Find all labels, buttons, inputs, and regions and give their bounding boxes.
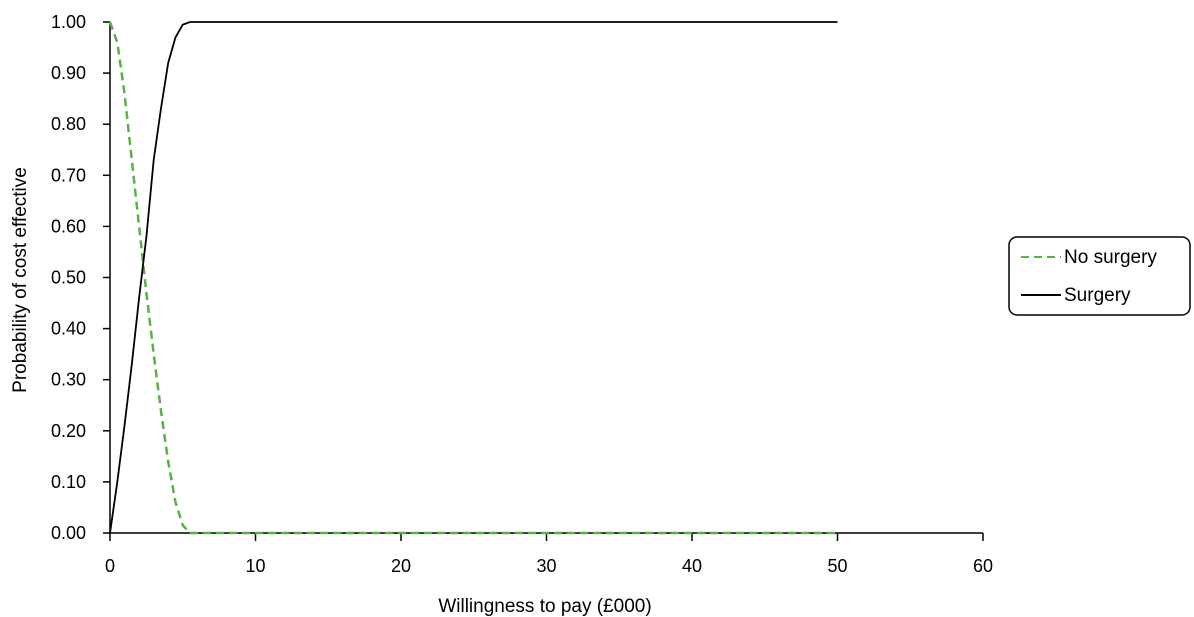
y-tick-label: 0.30 (51, 370, 86, 390)
x-tick-label: 10 (245, 556, 265, 576)
y-tick-label: 0.60 (51, 216, 86, 236)
x-axis-title: Willingness to pay (£000) (438, 596, 651, 617)
y-tick-label: 0.00 (51, 523, 86, 543)
x-tick-label: 50 (827, 556, 847, 576)
y-tick-label: 0.70 (51, 165, 86, 185)
series-line-surgery (109, 21, 838, 534)
y-tick-label: 1.00 (51, 12, 86, 32)
legend-label-surgery: Surgery (1064, 285, 1131, 306)
y-tick-label: 0.40 (51, 319, 86, 339)
legend-label-no-surgery: No surgery (1064, 247, 1157, 268)
x-tick-label: 0 (105, 556, 115, 576)
y-tick-label: 0.80 (51, 114, 86, 134)
y-tick-label: 0.10 (51, 472, 86, 492)
x-tick-label: 60 (973, 556, 993, 576)
series-layer (108, 21, 838, 535)
y-axis-title: Probability of cost effective (10, 167, 31, 393)
y-tick-label: 0.50 (51, 268, 86, 288)
series-line-no-surgery (108, 21, 838, 535)
x-tick-label: 20 (391, 556, 411, 576)
x-tick-label: 30 (536, 556, 556, 576)
y-tick-label: 0.90 (51, 63, 86, 83)
x-tick-label: 40 (682, 556, 702, 576)
y-tick-label: 0.20 (51, 421, 86, 441)
legend: No surgery Surgery (1008, 236, 1191, 316)
y-axis-ticks: 0.00 0.10 0.20 0.30 0.40 0.50 0.60 0.70 0.80 0.90… (51, 12, 110, 543)
x-axis-ticks: 0 10 20 30 40 50 60 (105, 533, 993, 576)
